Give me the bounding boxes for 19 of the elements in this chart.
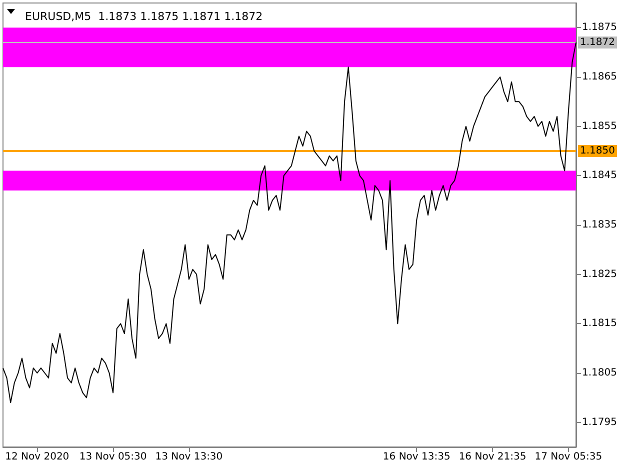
- x-tick-label: 13 Nov 05:30: [79, 452, 147, 462]
- y-tick-label: 1.1795: [582, 416, 618, 428]
- y-tick-label: 1.1865: [582, 72, 618, 82]
- text: EURUSD,M5 1.1873 1.1875 1.1871 1.1872: [25, 10, 263, 23]
- y-tick-label: 1.1835: [582, 220, 618, 230]
- ref-line-label: 1.1872: [580, 36, 616, 48]
- x-tick-label: 17 Nov 05:35: [534, 452, 602, 462]
- x-tick-label: 13 Nov 13:30: [155, 452, 223, 462]
- x-tick-label: 16 Nov 21:35: [458, 452, 526, 462]
- line-series: [2, 42, 577, 404]
- y-tick-label: 1.1805: [582, 368, 618, 378]
- x-tick-label: 16 Nov 13:35: [382, 452, 450, 462]
- y-tick-label: 1.1815: [582, 318, 618, 330]
- y-tick-label: 1.1845: [582, 170, 618, 182]
- x-tick-label: 12 Nov 2020: [5, 452, 70, 462]
- y-tick-label: 1.1855: [582, 120, 618, 132]
- y-tick-label: 1.1825: [582, 268, 618, 280]
- ref-line-label: 1.1850: [580, 146, 616, 156]
- y-tick-label: 1.1875: [582, 22, 618, 34]
